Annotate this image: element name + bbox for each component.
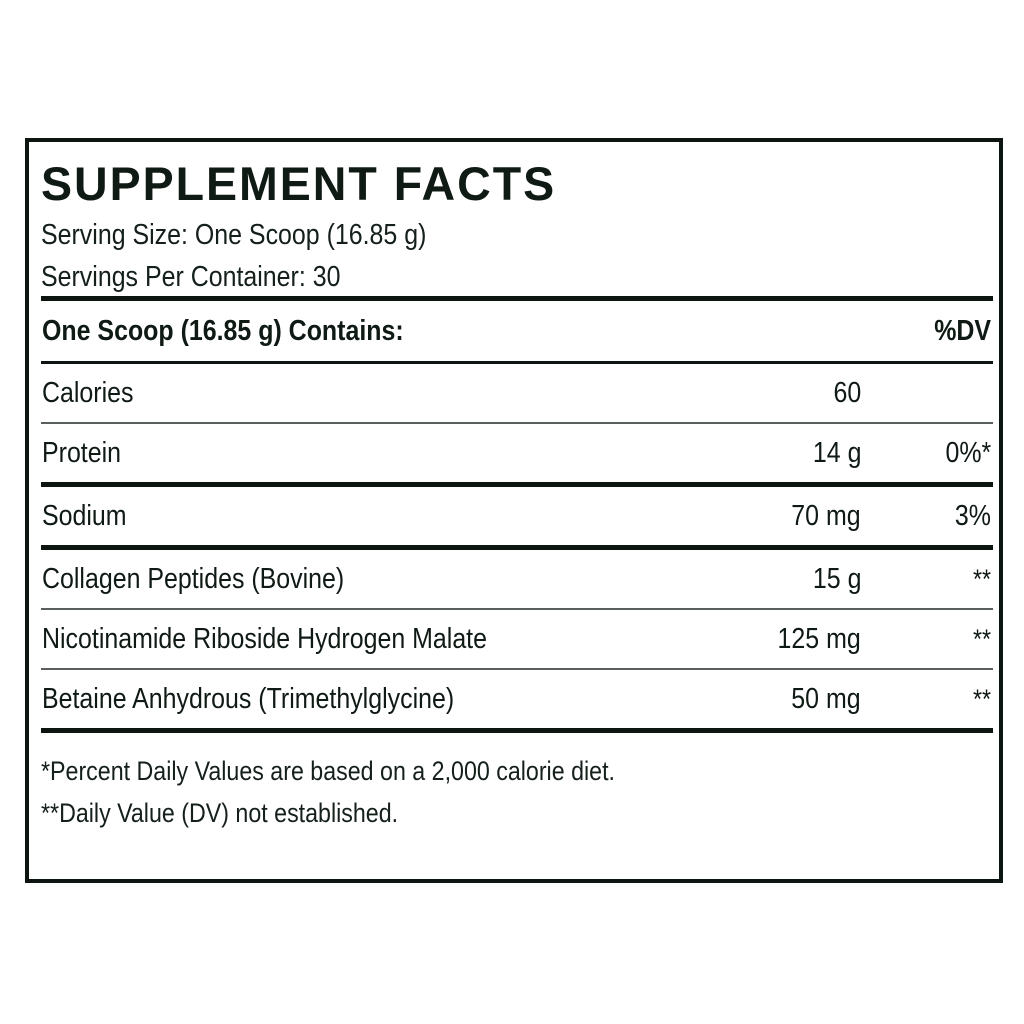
footnotes: *Percent Daily Values are based on a 2,0… bbox=[41, 733, 988, 834]
row-amount-collagen-peptides: 15 g bbox=[812, 563, 861, 595]
servings-per-container-text: Servings Per Container: 30 bbox=[41, 261, 341, 293]
row-dv-sodium: 3% bbox=[954, 500, 991, 532]
row-dv-betaine-anhydrous: ** bbox=[972, 684, 991, 714]
table-header-dv: %DV bbox=[934, 315, 991, 347]
table-row: Collagen Peptides (Bovine) 15 g ** bbox=[41, 550, 993, 608]
table-header-row: One Scoop (16.85 g) Contains: %DV bbox=[41, 301, 993, 361]
rule-after-collagen-peptides bbox=[41, 608, 993, 610]
table-row: Protein 14 g 0%* bbox=[41, 424, 993, 482]
servings-per-container-line: Servings Per Container: 30 bbox=[41, 256, 988, 296]
footnote-percent-daily-values: *Percent Daily Values are based on a 2,0… bbox=[41, 756, 615, 786]
row-name-protein: Protein bbox=[42, 437, 122, 469]
row-dv-protein: 0%* bbox=[945, 437, 991, 469]
table-header-amount bbox=[665, 314, 875, 348]
row-name-calories: Calories bbox=[42, 377, 134, 409]
page-title: SUPPLEMENT FACTS bbox=[41, 156, 988, 214]
row-amount-calories: 60 bbox=[833, 377, 861, 409]
table-header-name: One Scoop (16.85 g) Contains: bbox=[42, 315, 404, 347]
serving-size-line: Serving Size: One Scoop (16.85 g) bbox=[41, 214, 988, 256]
rule-after-sodium bbox=[41, 545, 993, 550]
serving-size-text: Serving Size: One Scoop (16.85 g) bbox=[41, 219, 427, 251]
row-name-betaine-anhydrous: Betaine Anhydrous (Trimethylglycine) bbox=[42, 683, 455, 715]
supplement-facts-content: SUPPLEMENT FACTS Serving Size: One Scoop… bbox=[41, 146, 993, 879]
table-row: Calories 60 bbox=[41, 364, 993, 422]
row-dv-collagen-peptides: ** bbox=[972, 564, 991, 594]
rule-after-calories bbox=[41, 422, 993, 424]
rule-above-header bbox=[41, 296, 993, 301]
rule-after-protein bbox=[41, 482, 993, 487]
footnote-dv-not-established: **Daily Value (DV) not established. bbox=[41, 798, 399, 828]
rule-below-header bbox=[41, 361, 993, 364]
page-title-text: SUPPLEMENT FACTS bbox=[41, 157, 557, 210]
row-name-nicotinamide-riboside: Nicotinamide Riboside Hydrogen Malate bbox=[42, 623, 487, 655]
row-amount-betaine-anhydrous: 50 mg bbox=[791, 683, 861, 715]
supplement-facts-panel: SUPPLEMENT FACTS Serving Size: One Scoop… bbox=[25, 138, 1003, 883]
table-row: Nicotinamide Riboside Hydrogen Malate 12… bbox=[41, 610, 993, 668]
table-row: Betaine Anhydrous (Trimethylglycine) 50 … bbox=[41, 670, 993, 728]
row-amount-sodium: 70 mg bbox=[791, 500, 861, 532]
row-dv-nicotinamide-riboside: ** bbox=[972, 624, 991, 654]
row-amount-nicotinamide-riboside: 125 mg bbox=[777, 623, 861, 655]
table-row: Sodium 70 mg 3% bbox=[41, 487, 993, 545]
row-name-collagen-peptides: Collagen Peptides (Bovine) bbox=[42, 563, 345, 595]
row-amount-protein: 14 g bbox=[812, 437, 861, 469]
rule-below-table bbox=[41, 728, 993, 733]
row-dv-calories bbox=[875, 376, 993, 410]
rule-after-nicotinamide-riboside bbox=[41, 668, 993, 670]
row-name-sodium: Sodium bbox=[42, 500, 127, 532]
